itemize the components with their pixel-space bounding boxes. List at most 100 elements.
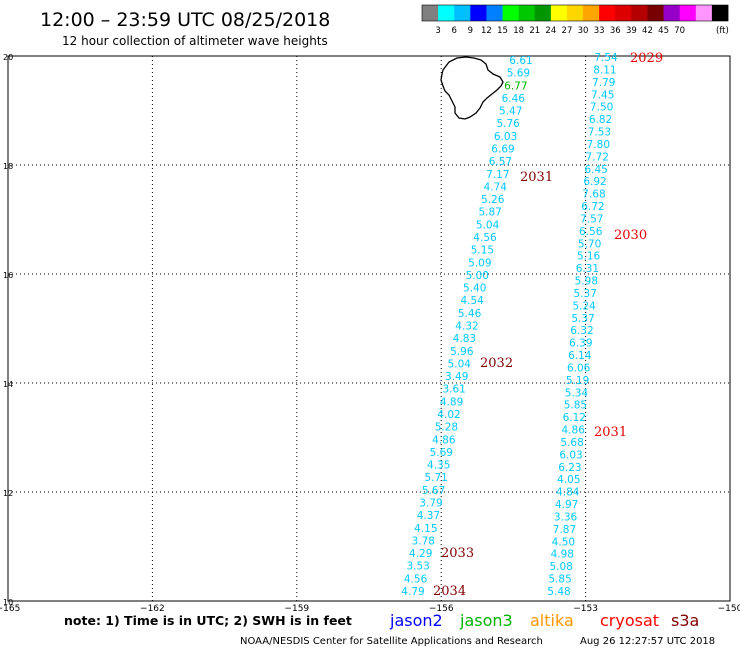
color-swatch xyxy=(486,5,503,21)
color-swatch xyxy=(615,5,632,21)
color-swatch xyxy=(599,5,616,21)
swh-value: 6.31 xyxy=(576,263,599,275)
swh-value: 7.50 xyxy=(590,102,613,114)
color-swatch xyxy=(647,5,664,21)
note-text: note: 1) Time is in UTC; 2) SWH is in fe… xyxy=(64,613,352,628)
swh-value: 5.34 xyxy=(565,387,589,399)
color-scale-labels: 3 6 9 12 15 18 21 24 27 30 33 36 39 42 45 70 xyxy=(435,26,685,36)
latitude-label: 12 xyxy=(3,489,13,498)
latitude-label: 16 xyxy=(3,271,13,280)
swh-value: 4.35 xyxy=(427,460,450,472)
swh-value: 4.97 xyxy=(555,499,578,511)
swh-value: 6.69 xyxy=(491,144,514,156)
color-scale-label: 30 xyxy=(578,26,589,36)
swh-value: 6.56 xyxy=(579,226,603,238)
swh-value: 4.29 xyxy=(409,548,432,560)
swh-value: 4.84 xyxy=(556,487,580,499)
color-swatch xyxy=(695,5,713,21)
latitude-label: 18 xyxy=(3,162,13,171)
swh-value: 4.15 xyxy=(414,523,437,535)
swh-value: 3.36 xyxy=(554,511,578,523)
map-subtitle: 12 hour collection of altimeter wave hei… xyxy=(62,34,328,48)
color-swatch xyxy=(663,5,680,21)
color-scale-label: 12 xyxy=(481,26,492,36)
color-scale-label: 42 xyxy=(642,26,653,36)
color-swatch xyxy=(438,5,455,21)
swh-value: 3.78 xyxy=(412,535,435,547)
pass-label: 2031 xyxy=(520,170,553,185)
color-scale-label: 24 xyxy=(545,26,556,36)
swh-value: 5.47 xyxy=(499,106,522,118)
swh-value: 7.17 xyxy=(486,169,509,181)
swh-value: 6.03 xyxy=(494,131,517,143)
color-swatch xyxy=(566,5,584,21)
pass-label: 2029 xyxy=(630,51,663,66)
longitude-label: −150 xyxy=(718,604,740,614)
swh-value: 4.56 xyxy=(473,232,497,244)
longitude-labels: −165 −162 −159 −156 −153 −150 xyxy=(0,604,740,614)
swh-value: 6.72 xyxy=(581,201,604,213)
swh-value: 5.76 xyxy=(496,118,520,130)
color-scale-label: 18 xyxy=(513,26,524,36)
swh-value: 7.54 xyxy=(594,52,618,64)
color-scale-label: 45 xyxy=(658,26,669,36)
swh-value: 6.61 xyxy=(509,55,532,67)
swh-value: 4.86 xyxy=(432,434,456,446)
swh-value: 5.71 xyxy=(424,472,447,484)
swh-value: 4.83 xyxy=(453,333,476,345)
swh-value: 6.45 xyxy=(584,164,607,176)
swh-value: 6.14 xyxy=(568,350,592,362)
swh-track-left: 6.615.696.776.465.475.766.036.696.577.17… xyxy=(401,55,532,598)
swh-value: 5.04 xyxy=(476,219,500,231)
swh-value: 7.79 xyxy=(592,77,615,89)
swh-value: 5.67 xyxy=(422,485,445,497)
swh-value: 4.86 xyxy=(562,425,586,437)
swh-value: 3.53 xyxy=(406,561,429,573)
swh-value: 5.37 xyxy=(574,288,597,300)
color-scale-label: 33 xyxy=(594,26,605,36)
color-swatch xyxy=(679,5,697,21)
swh-value: 5.24 xyxy=(572,300,596,312)
latitude-labels: 10 12 14 16 18 20 xyxy=(3,53,13,607)
swh-value: 7.45 xyxy=(591,89,614,101)
satellite-name: jason3 xyxy=(459,611,513,630)
color-scale-label: 21 xyxy=(529,26,540,36)
color-swatch xyxy=(583,5,600,21)
color-scale-label: 70 xyxy=(674,26,685,36)
swh-value: 5.70 xyxy=(578,238,601,250)
color-swatch xyxy=(534,5,552,21)
swh-value: 6.12 xyxy=(563,412,586,424)
swh-value: 5.08 xyxy=(549,561,572,573)
latitude-label: 14 xyxy=(3,380,13,389)
pass-label: 2030 xyxy=(614,228,647,243)
lat-lon-grid xyxy=(8,56,730,601)
swh-value: 5.85 xyxy=(564,400,587,412)
swh-value: 4.05 xyxy=(557,474,580,486)
swh-value: 6.32 xyxy=(570,325,593,337)
swh-value: 8.11 xyxy=(593,64,616,76)
swh-value: 5.04 xyxy=(448,358,472,370)
swh-value: 5.40 xyxy=(463,283,486,295)
color-scale-label: 39 xyxy=(626,26,637,36)
swh-value: 3.49 xyxy=(445,371,468,383)
swh-value: 6.03 xyxy=(559,449,582,461)
island-coastline xyxy=(440,56,504,120)
longitude-label: −153 xyxy=(573,604,598,614)
swh-value: 6.46 xyxy=(502,93,526,105)
satellite-legend: jason2 jason3 altika cryosat s3a xyxy=(389,611,699,630)
swh-value: 5.98 xyxy=(575,276,598,288)
pass-label: 2034 xyxy=(433,584,466,599)
color-scale-label: 9 xyxy=(468,26,473,36)
color-scale-label: 15 xyxy=(497,26,508,36)
swh-value: 4.54 xyxy=(460,295,484,307)
swh-value: 4.02 xyxy=(437,409,460,421)
color-bar-outline xyxy=(421,4,729,22)
swh-value: 3.79 xyxy=(419,498,442,510)
swh-value: 6.92 xyxy=(583,176,606,188)
swh-value: 6.57 xyxy=(489,156,512,168)
swh-value: 6.39 xyxy=(569,338,592,350)
map-title: 12:00 – 23:59 UTC 08/25/2018 xyxy=(40,9,330,31)
swh-value: 7.80 xyxy=(587,139,610,151)
